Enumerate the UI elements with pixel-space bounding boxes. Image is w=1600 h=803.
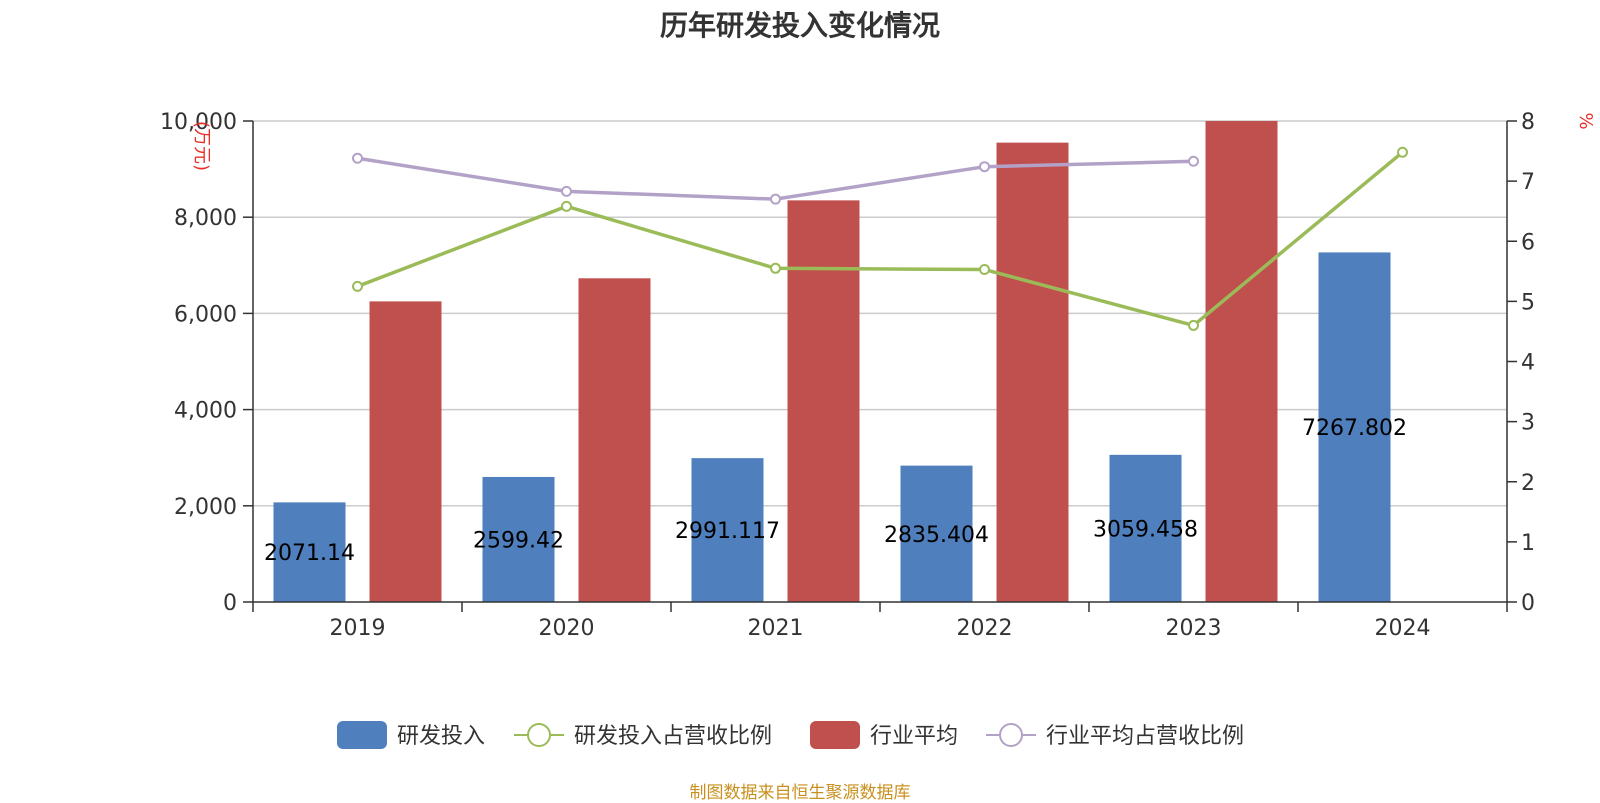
- x-tick-label: 2022: [957, 616, 1013, 641]
- bar-rd-investment: [900, 465, 973, 602]
- bar-industry-average: [1205, 121, 1278, 602]
- legend-item: 行业平均占营收比例: [986, 723, 1244, 749]
- line-point: [770, 193, 781, 205]
- y-left-tick-label: 2,000: [174, 495, 237, 520]
- line-point: [1188, 155, 1199, 167]
- y-left-tick-label: 0: [223, 591, 237, 616]
- y-right-unit: %: [1575, 112, 1596, 129]
- y-left-tick-label: 10,000: [160, 110, 237, 135]
- lines-layer: [352, 146, 1408, 331]
- legend-swatch-marker: [527, 723, 551, 747]
- data-label: 2835.404: [884, 523, 989, 548]
- y-right-tick-label: 3: [1521, 411, 1535, 436]
- y-right-tick-label: 2: [1521, 471, 1535, 496]
- y-right-tick-label: 0: [1521, 591, 1535, 616]
- legend-swatch-marker: [999, 723, 1023, 747]
- legend-label: 行业平均: [870, 724, 958, 749]
- line-point: [561, 200, 572, 212]
- legend-label: 研发投入: [397, 724, 485, 749]
- y-right-tick-label: 5: [1521, 290, 1535, 315]
- data-label: 2071.14: [264, 541, 355, 566]
- x-tick-label: 2023: [1166, 616, 1222, 641]
- y-right-tick-label: 7: [1521, 170, 1535, 195]
- line-point: [352, 152, 363, 164]
- line-point: [352, 280, 363, 292]
- line-point: [1397, 146, 1408, 158]
- legend-item: 研发投入: [337, 721, 485, 749]
- y-right-tick-label: 1: [1521, 531, 1535, 556]
- bar-industry-average: [996, 142, 1069, 602]
- source-note: 制图数据来自恒生聚源数据库: [689, 783, 911, 803]
- grid-layer: [253, 120, 1507, 507]
- line-point: [979, 264, 990, 276]
- y-right-tick-label: 8: [1521, 110, 1535, 135]
- bar-rd-investment: [691, 458, 764, 602]
- bar-rd-investment: [1318, 252, 1391, 603]
- legend-item: 行业平均: [810, 721, 958, 749]
- chart-title: 历年研发投入变化情况: [659, 9, 940, 42]
- line-rd-ratio: [356, 150, 1404, 328]
- labels-layer: 2071.14 2599.42 2991.117 2835.404 3059.458 72…: [264, 416, 1407, 566]
- bar-rd-investment: [1109, 454, 1182, 602]
- bar-industry-average: [578, 278, 651, 602]
- line-point: [979, 161, 990, 173]
- y-left-tick-label: 8,000: [174, 206, 237, 231]
- y-left-tick-label: 6,000: [174, 302, 237, 327]
- bar-industry-average: [787, 200, 860, 603]
- bars-layer: [273, 121, 1391, 603]
- bar-rd-investment: [273, 502, 346, 602]
- y-right-tick-label: 6: [1521, 230, 1535, 255]
- line-point: [1188, 319, 1199, 331]
- bar-industry-average: [369, 301, 442, 602]
- y-right-tick-label: 4: [1521, 351, 1535, 376]
- x-tick-label: 2024: [1375, 616, 1431, 641]
- legend-layer: 研发投入 研发投入占营收比例 行业平均 行业平均占营收比例: [337, 721, 1244, 749]
- data-label: 3059.458: [1093, 517, 1198, 542]
- y-left-unit: (万元): [191, 121, 212, 171]
- legend-label: 研发投入占营收比例: [574, 724, 772, 749]
- axis-layer: 0 2,000 4,000 6,000 8,000 10,000 0 1 2 3 4 5 6 7 8 (万元)…: [160, 110, 1596, 641]
- x-tick-label: 2019: [330, 616, 386, 641]
- x-tick-label: 2021: [748, 616, 804, 641]
- line-point: [770, 262, 781, 274]
- data-label: 7267.802: [1302, 416, 1407, 441]
- legend-swatch: [337, 721, 387, 749]
- x-tick-label: 2020: [539, 616, 595, 641]
- line-point: [561, 185, 572, 197]
- legend-label: 行业平均占营收比例: [1046, 724, 1244, 749]
- legend-swatch: [810, 721, 860, 749]
- legend-item: 研发投入占营收比例: [514, 723, 772, 749]
- y-left-tick-label: 4,000: [174, 399, 237, 424]
- data-label: 2991.117: [675, 519, 780, 544]
- data-label: 2599.42: [473, 528, 564, 553]
- bar-rd-investment: [482, 476, 555, 602]
